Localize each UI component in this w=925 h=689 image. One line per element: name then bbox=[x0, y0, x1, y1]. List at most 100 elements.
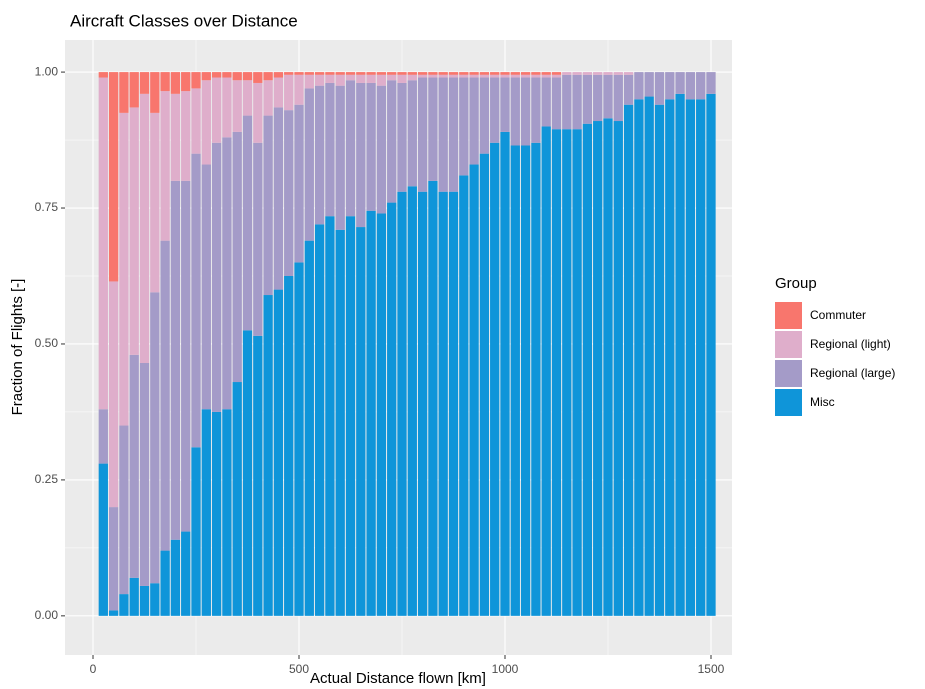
bar-segment bbox=[160, 550, 170, 616]
bar-segment bbox=[366, 72, 376, 75]
bar-segment bbox=[325, 74, 335, 83]
bar-segment bbox=[366, 74, 376, 83]
bar-segment bbox=[685, 99, 696, 616]
bar-segment bbox=[448, 77, 459, 192]
bar-segment bbox=[366, 82, 376, 211]
bar-segment bbox=[150, 292, 160, 584]
bar-segment bbox=[675, 72, 685, 94]
bar-segment bbox=[469, 164, 479, 616]
bar-segment bbox=[582, 72, 593, 75]
bar-segment bbox=[119, 72, 129, 113]
bar-segment bbox=[654, 72, 665, 105]
bar-segment bbox=[201, 80, 211, 165]
legend-label: Regional (light) bbox=[810, 337, 891, 351]
bar-segment bbox=[98, 77, 108, 410]
bar-segment bbox=[222, 72, 232, 78]
bar-segment bbox=[397, 82, 407, 192]
bar-segment bbox=[376, 85, 387, 214]
bar-segment bbox=[387, 72, 397, 75]
bar-segment bbox=[253, 335, 263, 616]
bar-segment bbox=[603, 72, 613, 75]
bar-segment bbox=[490, 77, 500, 143]
bar-segment bbox=[675, 93, 685, 616]
bar-segment bbox=[335, 74, 345, 86]
chart-title: Aircraft Classes over Distance bbox=[70, 11, 298, 30]
legend-label: Regional (large) bbox=[810, 366, 895, 380]
bar-segment bbox=[428, 72, 438, 75]
bar-segment bbox=[397, 191, 407, 616]
bar-segment bbox=[469, 74, 479, 78]
bar-segment bbox=[129, 354, 139, 578]
bar-segment bbox=[438, 191, 448, 616]
bar-segment bbox=[242, 115, 253, 331]
bar-segment bbox=[541, 74, 551, 78]
bar-segment bbox=[706, 72, 716, 94]
bar-segment bbox=[479, 74, 490, 78]
bar-segment bbox=[696, 72, 706, 100]
bar-segment bbox=[531, 72, 541, 75]
bar-segment bbox=[150, 72, 160, 113]
bar-segment bbox=[108, 281, 119, 508]
bar-segment bbox=[108, 72, 119, 282]
bar-segment bbox=[428, 74, 438, 78]
bar-segment bbox=[531, 142, 541, 616]
bar-segment bbox=[304, 74, 314, 89]
legend-label: Misc bbox=[810, 395, 835, 409]
bar-segment bbox=[520, 77, 531, 146]
legend-swatch bbox=[775, 360, 802, 387]
bar-segment bbox=[273, 72, 284, 78]
bar-segment bbox=[541, 72, 551, 75]
bar-segment bbox=[119, 425, 129, 595]
bar-segment bbox=[603, 118, 613, 616]
y-tick-label: 1.00 bbox=[35, 64, 59, 78]
bar-segment bbox=[201, 164, 211, 410]
bar-segment bbox=[479, 77, 490, 154]
bar-segment bbox=[170, 539, 181, 616]
bar-segment bbox=[314, 74, 325, 86]
bar-segment bbox=[520, 145, 531, 616]
bar-segment bbox=[479, 72, 490, 75]
bar-segment bbox=[500, 131, 510, 616]
bar-segment bbox=[139, 362, 150, 586]
bar-segment bbox=[551, 74, 562, 78]
bar-segment bbox=[510, 77, 520, 146]
bar-segment bbox=[623, 74, 634, 105]
bar-segment bbox=[562, 129, 572, 616]
bar-segment bbox=[623, 72, 634, 75]
bar-segment bbox=[572, 72, 582, 75]
bar-segment bbox=[232, 131, 242, 383]
bar-segment bbox=[294, 74, 304, 105]
bar-segment bbox=[191, 447, 201, 616]
bar-segment bbox=[273, 77, 284, 108]
bar-segment bbox=[232, 382, 242, 616]
bar-segment bbox=[685, 72, 696, 100]
bar-segment bbox=[644, 72, 654, 97]
bar-segment bbox=[490, 74, 500, 78]
bar-segment bbox=[510, 72, 520, 75]
bar-segment bbox=[294, 72, 304, 75]
bar-segment bbox=[654, 104, 665, 616]
bar-segment bbox=[160, 240, 170, 551]
bar-segment bbox=[500, 74, 510, 78]
bar-segment bbox=[98, 72, 108, 78]
bar-segment bbox=[242, 80, 253, 116]
bar-segment bbox=[129, 577, 139, 616]
bar-segment bbox=[160, 91, 170, 241]
x-axis-label: Actual Distance flown [km] bbox=[310, 670, 486, 687]
bar-segment bbox=[479, 153, 490, 616]
bar-segment bbox=[98, 463, 108, 616]
bar-segment bbox=[582, 74, 593, 124]
bar-segment bbox=[345, 74, 356, 81]
bar-segment bbox=[129, 107, 139, 355]
bar-segment bbox=[284, 72, 294, 75]
bar-segment bbox=[417, 72, 428, 75]
bar-segment bbox=[284, 110, 294, 276]
bar-segment bbox=[211, 77, 222, 143]
legend-title: Group bbox=[775, 275, 817, 292]
bar-segment bbox=[232, 80, 242, 132]
bar-segment bbox=[531, 74, 541, 78]
bar-segment bbox=[448, 74, 459, 78]
bar-segment bbox=[376, 213, 387, 616]
bar-segment bbox=[644, 96, 654, 616]
bar-segment bbox=[253, 142, 263, 336]
